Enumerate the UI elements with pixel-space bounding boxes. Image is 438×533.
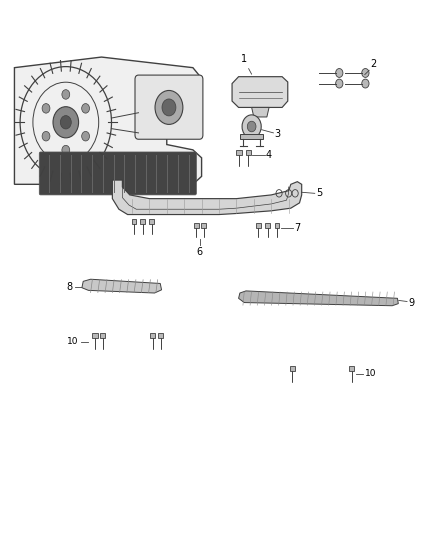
Circle shape	[336, 79, 343, 88]
Circle shape	[62, 90, 70, 99]
FancyBboxPatch shape	[246, 150, 251, 155]
Circle shape	[53, 107, 78, 138]
FancyBboxPatch shape	[194, 223, 199, 228]
FancyBboxPatch shape	[158, 333, 163, 338]
Circle shape	[62, 146, 70, 155]
Circle shape	[155, 91, 183, 124]
FancyBboxPatch shape	[150, 333, 155, 338]
Circle shape	[362, 79, 369, 88]
FancyBboxPatch shape	[92, 333, 98, 338]
Text: 3: 3	[275, 129, 281, 139]
Polygon shape	[239, 291, 398, 306]
Polygon shape	[14, 57, 201, 184]
FancyBboxPatch shape	[349, 366, 354, 372]
Circle shape	[81, 132, 89, 141]
Polygon shape	[232, 77, 288, 108]
Circle shape	[362, 69, 369, 77]
Text: 9: 9	[408, 297, 414, 308]
Circle shape	[242, 115, 261, 138]
Circle shape	[247, 121, 256, 132]
Polygon shape	[113, 180, 302, 215]
Circle shape	[81, 103, 89, 113]
Circle shape	[42, 132, 50, 141]
FancyBboxPatch shape	[201, 223, 206, 228]
Text: 4: 4	[266, 150, 272, 160]
FancyBboxPatch shape	[100, 333, 106, 338]
Text: 6: 6	[197, 247, 203, 257]
FancyBboxPatch shape	[290, 366, 295, 372]
Circle shape	[162, 99, 176, 116]
FancyBboxPatch shape	[240, 134, 263, 139]
Text: 2: 2	[371, 59, 377, 69]
Text: 10: 10	[67, 337, 79, 346]
Text: 10: 10	[365, 369, 376, 378]
Polygon shape	[82, 279, 162, 293]
Text: 1: 1	[241, 54, 247, 64]
FancyBboxPatch shape	[265, 223, 270, 228]
Circle shape	[60, 116, 71, 129]
Circle shape	[336, 69, 343, 77]
FancyBboxPatch shape	[149, 219, 154, 224]
FancyBboxPatch shape	[39, 152, 196, 195]
FancyBboxPatch shape	[256, 223, 261, 228]
Polygon shape	[252, 108, 269, 117]
Circle shape	[42, 103, 50, 113]
Text: 5: 5	[316, 188, 322, 198]
FancyBboxPatch shape	[135, 75, 203, 139]
FancyBboxPatch shape	[237, 150, 242, 155]
FancyBboxPatch shape	[132, 219, 137, 224]
FancyBboxPatch shape	[141, 219, 145, 224]
Text: 7: 7	[294, 223, 300, 233]
FancyBboxPatch shape	[275, 223, 279, 228]
Text: 8: 8	[67, 281, 73, 292]
